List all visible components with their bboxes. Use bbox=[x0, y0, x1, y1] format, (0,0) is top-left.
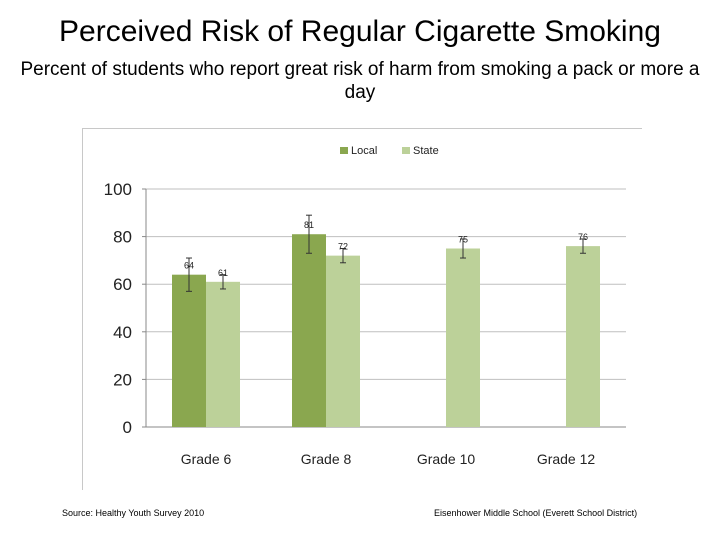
y-tick-label: 80 bbox=[113, 228, 132, 247]
bar bbox=[566, 246, 600, 427]
data-label: 76 bbox=[578, 232, 588, 242]
chart-area: 0 20 40 60 80 100 64 61 Grade 6 81 72 Grade 8 75 Grad… bbox=[82, 128, 642, 490]
legend-label: Local bbox=[351, 145, 377, 157]
bar bbox=[206, 281, 240, 427]
chart-title: Perceived Risk of Regular Cigarette Smok… bbox=[59, 15, 661, 48]
bar bbox=[446, 248, 480, 427]
y-tick-label: 100 bbox=[104, 180, 132, 199]
data-label: 72 bbox=[338, 242, 348, 252]
legend-label: State bbox=[413, 145, 439, 157]
y-tick-label: 60 bbox=[113, 275, 132, 294]
chart-subtitle: Percent of students who report great ris… bbox=[20, 59, 700, 103]
legend-swatch bbox=[340, 147, 348, 154]
data-label: 64 bbox=[184, 261, 194, 271]
y-tick-label: 0 bbox=[123, 418, 132, 437]
data-label: 81 bbox=[304, 220, 314, 230]
bar bbox=[292, 234, 326, 427]
bar bbox=[326, 255, 360, 427]
y-tick-label: 40 bbox=[113, 323, 132, 342]
source-note: Source: Healthy Youth Survey 2010 bbox=[62, 508, 205, 518]
x-tick-label: Grade 12 bbox=[537, 451, 596, 467]
x-tick-label: Grade 6 bbox=[181, 451, 232, 467]
y-tick-label: 20 bbox=[113, 370, 132, 389]
x-tick-label: Grade 10 bbox=[417, 451, 476, 467]
school-note: Eisenhower Middle School (Everett School… bbox=[434, 508, 638, 518]
bar-chart: 0 20 40 60 80 100 64 61 Grade 6 81 72 Grade 8 75 Grad… bbox=[82, 128, 642, 490]
bar bbox=[172, 274, 206, 427]
x-tick-label: Grade 8 bbox=[301, 451, 352, 467]
data-label: 61 bbox=[218, 268, 228, 278]
data-label: 75 bbox=[458, 235, 468, 245]
legend-swatch bbox=[402, 147, 410, 154]
